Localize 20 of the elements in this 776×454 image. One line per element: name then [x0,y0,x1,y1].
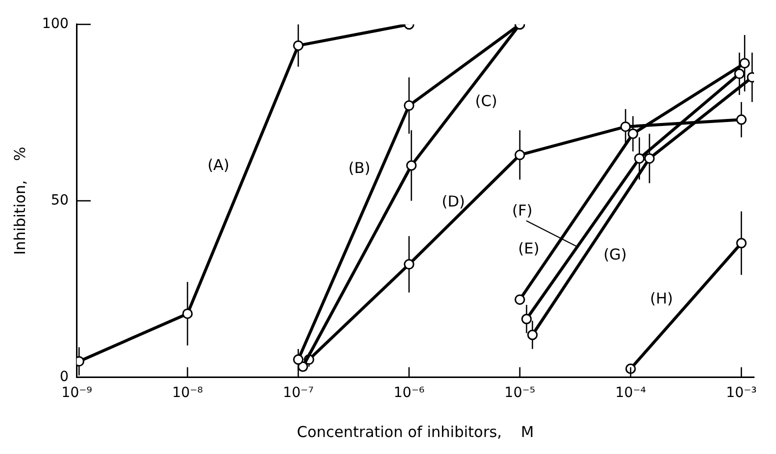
series-label: (C) [475,92,498,110]
x-tick-label: 10⁻⁶ [394,385,425,402]
y-tick-label: 0 [60,368,69,385]
y-tick-label: 100 [42,16,69,32]
series-label: (D) [442,192,465,210]
series-label: (E) [518,240,540,258]
x-tick-label: 10⁻⁸ [172,385,204,402]
x-tick-label: 10⁻⁴ [615,385,646,402]
series-label: (H) [650,290,674,308]
x-tick-label: 10⁻⁹ [61,385,93,402]
x-tick-label: 10⁻⁷ [282,385,314,402]
x-tick-label: 10⁻³ [726,385,757,402]
text: (F) [512,202,532,220]
series-label: (B) [348,158,370,177]
x-axis-title: Concentration of inhibitors, M [296,422,534,441]
y-axis-title: Inhibition, % [10,146,29,255]
series-label: (G) [603,245,627,264]
x-tick-label: 10⁻⁵ [504,385,536,402]
y-tick-label: 50 [50,192,69,208]
series-label: (A) [207,156,230,174]
